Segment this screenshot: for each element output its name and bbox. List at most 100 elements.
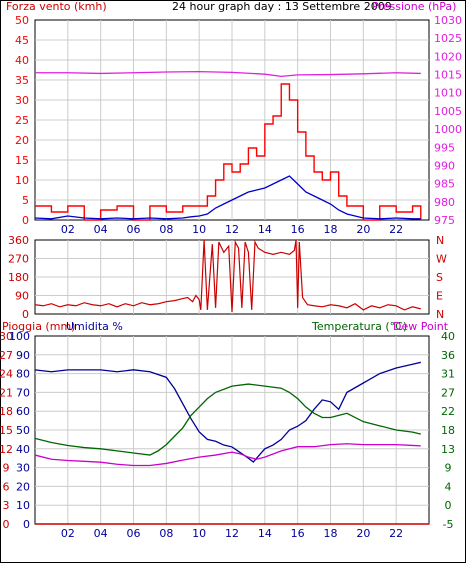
direction-y-tick-4: 360: [8, 234, 29, 247]
pressure-y-tick-7: 1010: [434, 87, 462, 100]
chart-title: 24 hour graph day : 13 Settembre 2009: [172, 0, 392, 13]
humidity-y-tick-5: 50: [16, 424, 30, 437]
direction-compass-tick-2: S: [436, 271, 443, 284]
humidity-y-tick-1: 10: [16, 499, 30, 512]
rain-y-tick-2: 6: [3, 480, 10, 493]
wind-x-tick-5: 12: [225, 223, 239, 236]
humidity-y-tick-10: 100: [9, 330, 30, 343]
direction-y-tick-1: 90: [15, 290, 29, 303]
wind-y-tick-7: 35: [15, 74, 29, 87]
rain-y-tick-3: 9: [3, 462, 10, 475]
wind-x-tick-3: 08: [159, 223, 173, 236]
humidity-y-tick-3: 30: [16, 462, 30, 475]
humidity-y-tick-4: 40: [16, 443, 30, 456]
temperature-y-tick-9: 36: [441, 349, 455, 362]
weather-x-tick-6: 14: [258, 527, 272, 540]
humidity-y-tick-9: 90: [16, 349, 30, 362]
pressure-y-tick-8: 1015: [434, 69, 462, 82]
temperature-y-tick-8: 31: [441, 368, 455, 381]
wind-y-tick-9: 45: [15, 34, 29, 47]
weather-x-tick-1: 04: [94, 527, 108, 540]
temperature-y-tick-10: 40: [441, 330, 455, 343]
temperature-y-tick-6: 22: [441, 405, 455, 418]
direction-compass-tick-1: W: [436, 253, 447, 266]
temperature-y-tick-0: -5: [443, 518, 454, 531]
wind-x-tick-1: 04: [94, 223, 108, 236]
wind-y-tick-0: 0: [22, 214, 29, 227]
humidity-y-tick-0: 0: [23, 518, 30, 531]
wind-y-tick-6: 30: [15, 94, 29, 107]
humidity-y-tick-6: 60: [16, 405, 30, 418]
direction-compass-tick-0: N: [436, 234, 444, 247]
wind-y-tick-2: 10: [15, 174, 29, 187]
pressure-y-tick-0: 975: [434, 214, 455, 227]
wind-x-tick-9: 20: [356, 223, 370, 236]
pressure-y-tick-5: 1000: [434, 123, 462, 136]
weather-x-tick-7: 16: [291, 527, 305, 540]
weather-x-tick-10: 22: [389, 527, 403, 540]
wind-axis-label: Forza vento (kmh): [6, 0, 107, 13]
wind-x-tick-6: 14: [258, 223, 272, 236]
wind-x-tick-4: 10: [192, 223, 206, 236]
weather-x-tick-0: 02: [61, 527, 75, 540]
weather-x-tick-8: 18: [324, 527, 338, 540]
pressure-y-tick-6: 1005: [434, 105, 462, 118]
pressure-line: [35, 70, 421, 78]
weather-x-tick-2: 06: [127, 527, 141, 540]
pressure-y-tick-1: 980: [434, 196, 455, 209]
rain-y-tick-4: 12: [0, 443, 13, 456]
pressure-y-tick-10: 1025: [434, 32, 462, 45]
dewpoint-line: [34, 443, 421, 467]
temperature-line: [34, 383, 421, 456]
wind-direction-line: [34, 239, 421, 312]
direction-compass-tick-4: N: [436, 308, 444, 321]
direction-y-tick-3: 270: [8, 253, 29, 266]
humidity-legend-label: Umidita %: [66, 320, 123, 333]
wind-y-tick-10: 50: [15, 14, 29, 27]
weather-x-tick-5: 12: [225, 527, 239, 540]
wind-x-tick-10: 22: [389, 223, 403, 236]
humidity-line: [34, 361, 421, 463]
temperature-y-tick-2: 4: [445, 480, 452, 493]
temperature-y-tick-1: 0: [445, 499, 452, 512]
humidity-y-tick-8: 80: [16, 368, 30, 381]
rain-y-tick-9: 27: [0, 349, 13, 362]
wind-average-line: [34, 175, 421, 220]
direction-y-tick-2: 180: [8, 271, 29, 284]
temperature-legend-label: Temperatura (°C): [311, 320, 407, 333]
pressure-axis-label: Pressione (hPa): [372, 0, 456, 13]
temperature-y-tick-7: 27: [441, 386, 455, 399]
rain-y-tick-1: 3: [3, 499, 10, 512]
pressure-y-tick-11: 1030: [434, 14, 462, 27]
wind-speed-line: [35, 83, 422, 221]
wind-y-tick-8: 40: [15, 54, 29, 67]
wind-y-tick-5: 25: [15, 114, 29, 127]
weather-x-tick-9: 20: [356, 527, 370, 540]
rain-y-tick-10: 30: [0, 330, 13, 343]
rain-y-tick-0: 0: [3, 518, 10, 531]
wind-y-tick-4: 20: [15, 134, 29, 147]
pressure-y-tick-9: 1020: [434, 50, 462, 63]
weather-x-tick-3: 08: [159, 527, 173, 540]
pressure-y-tick-4: 995: [434, 141, 455, 154]
rain-y-tick-5: 15: [0, 424, 13, 437]
pressure-y-tick-3: 990: [434, 159, 455, 172]
wind-x-tick-7: 16: [291, 223, 305, 236]
humidity-y-tick-7: 70: [16, 386, 30, 399]
wind-y-tick-3: 15: [15, 154, 29, 167]
temperature-y-tick-5: 18: [441, 424, 455, 437]
rain-y-tick-6: 18: [0, 405, 13, 418]
wind-x-tick-8: 18: [324, 223, 338, 236]
dewpoint-legend-label: Dew Point: [393, 320, 449, 333]
temperature-y-tick-3: 9: [445, 462, 452, 475]
rain-y-tick-7: 21: [0, 386, 13, 399]
temperature-y-tick-4: 13: [441, 443, 455, 456]
rain-y-tick-8: 24: [0, 368, 13, 381]
rain-legend-label: Pioggia (mm): [2, 320, 75, 333]
humidity-y-tick-2: 20: [16, 480, 30, 493]
pressure-y-tick-2: 985: [434, 178, 455, 191]
direction-compass-tick-3: E: [436, 290, 443, 303]
wind-x-tick-0: 02: [61, 223, 75, 236]
